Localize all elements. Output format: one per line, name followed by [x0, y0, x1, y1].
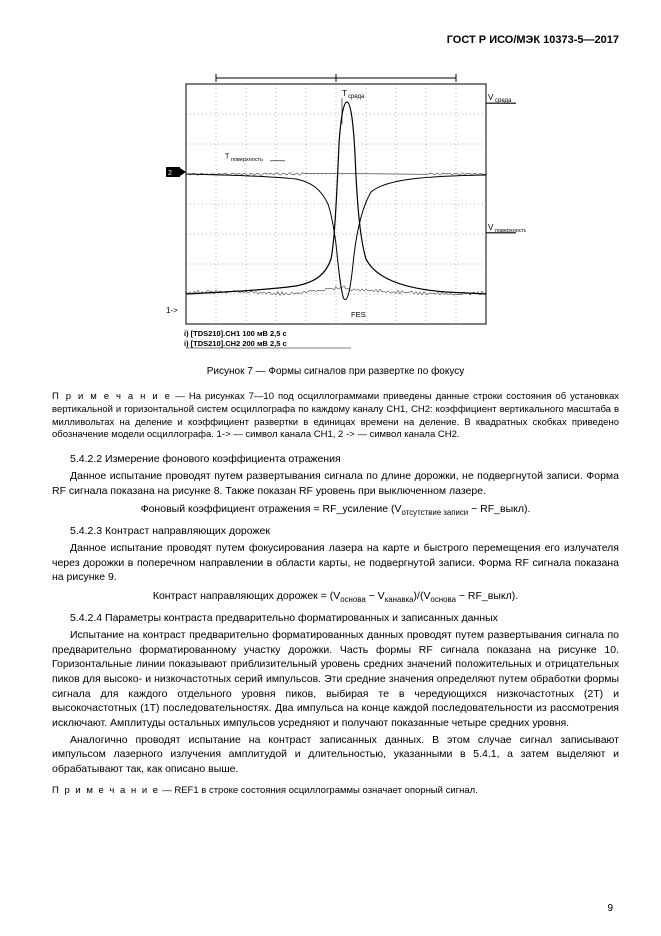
- para-5424-1: Испытание на контраст предварительно фор…: [52, 628, 619, 731]
- svg-text:среда: среда: [348, 94, 365, 100]
- svg-text:i) [TDS210].CH1 100 мВ 2,5 с: i) [TDS210].CH1 100 мВ 2,5 с: [184, 329, 287, 338]
- formula-background-reflectance: Фоновый коэффициент отражения = RF_усиле…: [52, 502, 619, 518]
- formula2-s2: канавка: [385, 595, 414, 604]
- note-lead: П р и м е ч а н и е: [52, 391, 171, 402]
- heading-5423: 5.4.2.3 Контраст направляющих дорожек: [52, 524, 619, 539]
- figure-note: П р и м е ч а н и е — На рисунках 7—10 п…: [52, 391, 619, 442]
- formula2-m2: )/(V: [414, 590, 431, 602]
- svg-text:i) [TDS210].CH2 200 мВ 2,5 с: i) [TDS210].CH2 200 мВ 2,5 с: [184, 339, 287, 348]
- para-5423: Данное испытание проводят путем фокусиро…: [52, 541, 619, 585]
- svg-text:поверхность: поверхность: [231, 157, 263, 163]
- svg-text:V: V: [488, 223, 494, 232]
- formula1-sub: отсутствие записи: [402, 508, 469, 517]
- formula-groove-contrast: Контраст направляющих дорожек = (Vоснова…: [52, 589, 619, 605]
- heading-5424: 5.4.2.4 Параметры контраста предваритель…: [52, 611, 619, 626]
- body-text: 5.4.2.2 Измерение фонового коэффициента …: [52, 452, 619, 797]
- para-5424-2: Аналогично проводят испытание на контрас…: [52, 733, 619, 777]
- figure-caption: Рисунок 7 — Формы сигналов при развертке…: [52, 366, 619, 377]
- page-number: 9: [607, 903, 613, 914]
- para-5422: Данное испытание проводят путем разверты…: [52, 469, 619, 498]
- svg-text:2: 2: [168, 170, 172, 177]
- svg-text:T: T: [225, 153, 230, 160]
- svg-text:поверхность: поверхность: [495, 228, 526, 234]
- formula1-pre: Фоновый коэффициент отражения = RF_усиле…: [141, 503, 402, 515]
- heading-5422: 5.4.2.2 Измерение фонового коэффициента …: [52, 452, 619, 467]
- svg-text:T: T: [342, 89, 347, 98]
- note2-body: — REF1 в строке состояния осциллограммы …: [160, 785, 478, 796]
- svg-text:1->: 1->: [166, 306, 178, 315]
- formula2-s3: основа: [430, 595, 455, 604]
- oscilloscope-figure: VсредаTсредаTповерхностьVповерхностьFES2…: [146, 64, 526, 354]
- svg-text:среда: среда: [495, 98, 512, 104]
- note2-lead: П р и м е ч а н и е: [52, 785, 160, 796]
- document-header: ГОСТ Р ИСО/МЭК 10373-5—2017: [52, 34, 619, 46]
- formula2-pre: Контраст направляющих дорожек = (V: [153, 590, 340, 602]
- formula1-post: − RF_выкл).: [468, 503, 530, 515]
- svg-text:V: V: [488, 93, 494, 102]
- formula2-s1: основа: [340, 595, 365, 604]
- formula2-post: − RF_выкл).: [456, 590, 518, 602]
- formula2-m1: − V: [366, 590, 385, 602]
- note-ref1: П р и м е ч а н и е — REF1 в строке сост…: [52, 785, 619, 798]
- svg-text:FES: FES: [351, 310, 366, 319]
